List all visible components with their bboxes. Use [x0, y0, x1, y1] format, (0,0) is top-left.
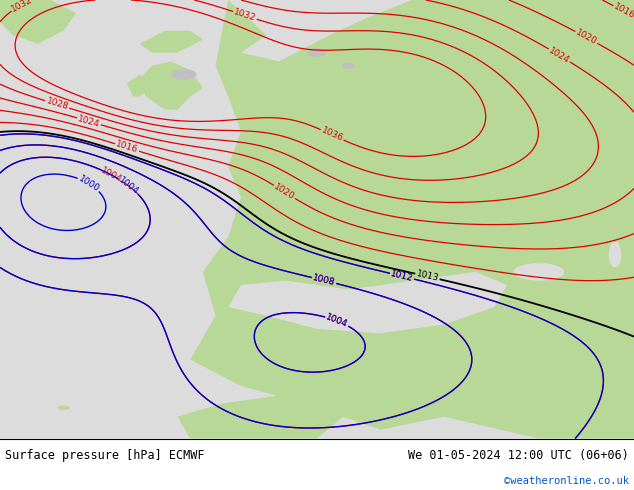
Text: 1004: 1004 [117, 175, 141, 196]
Text: 1020: 1020 [273, 182, 297, 202]
Text: 1013: 1013 [415, 270, 439, 283]
Ellipse shape [57, 406, 70, 410]
Text: 1020: 1020 [574, 28, 598, 47]
Text: 1016: 1016 [115, 140, 139, 155]
Text: 1004: 1004 [99, 166, 123, 184]
Text: 1012: 1012 [390, 269, 414, 283]
Text: 1004: 1004 [325, 313, 349, 329]
Text: 1008: 1008 [312, 273, 337, 288]
Text: ©weatheronline.co.uk: ©weatheronline.co.uk [504, 476, 629, 486]
Text: 1032: 1032 [233, 7, 257, 23]
Text: 1036: 1036 [320, 126, 344, 144]
Text: Surface pressure [hPa] ECMWF: Surface pressure [hPa] ECMWF [5, 448, 205, 462]
Polygon shape [228, 272, 507, 333]
Text: 1028: 1028 [45, 97, 70, 112]
Polygon shape [139, 61, 203, 110]
Ellipse shape [609, 241, 621, 268]
Text: 1008: 1008 [312, 273, 337, 288]
Polygon shape [178, 395, 349, 439]
Ellipse shape [342, 63, 355, 69]
Polygon shape [127, 74, 152, 97]
Ellipse shape [514, 263, 564, 281]
Polygon shape [190, 0, 634, 439]
Text: 1024: 1024 [547, 46, 571, 65]
Ellipse shape [171, 69, 197, 80]
Text: 1004: 1004 [325, 313, 349, 329]
Text: 1024: 1024 [77, 114, 101, 129]
Polygon shape [0, 0, 76, 44]
Text: 1000: 1000 [77, 174, 101, 194]
Text: 1032: 1032 [10, 0, 34, 14]
Text: 1012: 1012 [390, 269, 414, 283]
Text: We 01-05-2024 12:00 UTC (06+06): We 01-05-2024 12:00 UTC (06+06) [408, 448, 629, 462]
Ellipse shape [307, 48, 327, 57]
Polygon shape [139, 31, 203, 52]
Text: 1016: 1016 [612, 2, 634, 21]
